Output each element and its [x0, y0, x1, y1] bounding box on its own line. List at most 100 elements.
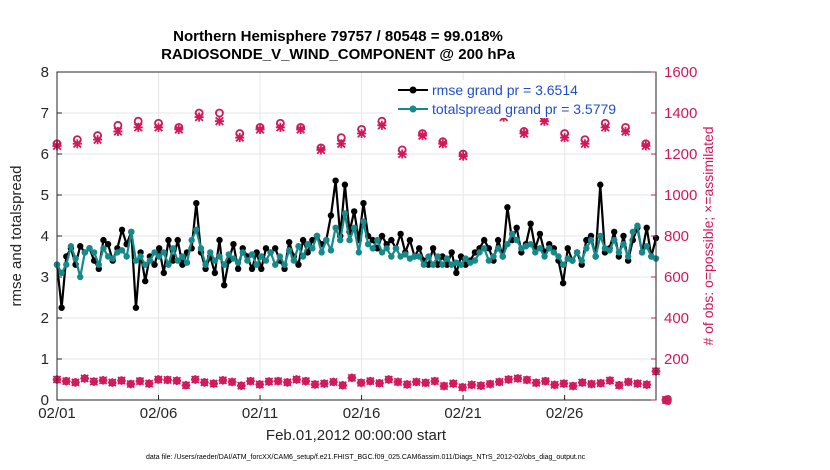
spread-point: [290, 257, 298, 264]
rmse-point: [262, 245, 270, 252]
spread-point: [583, 245, 590, 252]
spread-point: [137, 253, 144, 260]
obs-low-assimilated-marker: [283, 378, 292, 387]
spread-point: [480, 245, 488, 252]
spread-point: [476, 249, 483, 256]
obs-low-assimilated-marker: [366, 376, 375, 386]
rmse-point: [388, 236, 395, 244]
obs-low-assimilated-marker: [384, 375, 394, 384]
obs-low-assimilated-marker: [614, 380, 624, 390]
obs-low-assimilated-marker: [301, 376, 311, 386]
rmse-point: [415, 245, 423, 252]
y-right-tick-label: 400: [664, 310, 689, 327]
spread-point: [90, 249, 98, 256]
spread-point: [573, 249, 581, 256]
spread-point: [541, 253, 548, 260]
y-right-axis-ticks: 0 200 400 600 800 1000 1200 1400 1600: [651, 64, 697, 409]
rmse-point: [559, 279, 567, 287]
obs-possible-marker: [215, 108, 224, 118]
spread-point: [151, 249, 158, 256]
obs-low-assimilated-marker: [144, 379, 154, 388]
rmse-point: [425, 261, 432, 268]
spread-point: [374, 236, 381, 244]
rmse-point: [285, 238, 293, 246]
obs-low-assimilated-marker: [255, 380, 265, 389]
spread-point: [420, 261, 428, 268]
spread-point: [350, 224, 358, 231]
spread-point: [360, 218, 367, 225]
spread-point: [318, 249, 325, 256]
spread-point: [234, 259, 242, 266]
y-tick-label: 5: [41, 187, 49, 204]
obs-assimilated-marker: [275, 122, 285, 132]
spread-point: [592, 253, 599, 260]
y-right-tick-label: 1600: [664, 64, 697, 81]
obs-assimilated-marker: [560, 133, 570, 143]
spread-point: [327, 247, 335, 254]
spread-point: [643, 243, 650, 250]
rmse-point: [216, 236, 223, 244]
obs-low-assimilated-marker: [61, 376, 71, 386]
obs-low-assimilated-marker: [577, 378, 587, 387]
obs-low-assimilated-marker: [209, 379, 218, 388]
spread-point: [118, 247, 126, 254]
obs-assimilated-marker: [133, 122, 143, 132]
rmse-point: [211, 269, 219, 277]
spread-point: [77, 273, 84, 281]
obs-low-assimilated-marker: [596, 378, 606, 388]
series-layer: [53, 177, 660, 311]
obs-low-assimilated-marker: [71, 378, 80, 387]
spread-point: [346, 236, 353, 244]
obs-low-assimilated-marker: [421, 378, 430, 388]
rmse-point: [494, 236, 502, 244]
obs-low-assimilated-marker: [126, 379, 136, 389]
rmse-point: [611, 228, 618, 236]
obs-low-assimilated-marker: [541, 376, 550, 386]
rmse-point: [583, 236, 590, 244]
y-tick-label: 0: [41, 392, 49, 409]
obs-low-assimilated-marker: [98, 376, 108, 385]
chart-subtitle: RADIOSONDE_V_WIND_COMPONENT @ 200 hPa: [161, 46, 516, 63]
spread-point: [174, 257, 181, 264]
obs-assimilated-marker: [357, 128, 367, 139]
spread-point: [615, 249, 623, 256]
spread-point: [364, 241, 372, 248]
spread-point: [415, 253, 423, 260]
spread-point: [378, 249, 386, 256]
spread-point: [369, 245, 376, 252]
obs-low-assimilated-marker: [154, 375, 163, 384]
y-tick-label: 1: [41, 351, 49, 368]
spread-point: [471, 257, 479, 264]
spread-point: [67, 243, 75, 250]
obs-low-assimilated-marker: [559, 379, 569, 388]
spread-point: [179, 253, 186, 260]
rmse-point: [341, 181, 349, 188]
obs-assimilated-marker: [336, 139, 346, 149]
obs-assimilated-marker: [255, 124, 265, 134]
spread-point: [81, 249, 89, 256]
obs-low-assimilated-marker: [273, 376, 283, 386]
spread-point: [72, 255, 79, 262]
spread-point: [146, 257, 154, 264]
rmse-point: [369, 236, 376, 244]
spread-point: [383, 245, 390, 252]
rmse-point: [597, 181, 604, 188]
rmse-point: [169, 257, 177, 264]
legend-spread-marker: [409, 105, 417, 113]
rmse-point: [77, 243, 84, 250]
spread-point: [559, 261, 567, 268]
spread-point: [638, 249, 646, 256]
rmse-point: [234, 265, 242, 272]
spread-point: [197, 245, 205, 252]
obs-low-assimilated-marker: [236, 381, 246, 390]
rmse-point: [429, 245, 437, 252]
obs-low-assimilated-marker: [402, 380, 412, 389]
y-tick-label: 7: [41, 105, 49, 122]
obs-low-assimilated-marker: [107, 378, 117, 387]
obs-assimilated-marker: [296, 124, 306, 134]
chart-title: Northern Hemisphere 79757 / 80548 = 99.0…: [173, 28, 503, 45]
obs-low-assimilated-marker: [375, 378, 384, 388]
obs-assimilated-marker: [93, 135, 103, 145]
spread-point: [169, 245, 177, 252]
